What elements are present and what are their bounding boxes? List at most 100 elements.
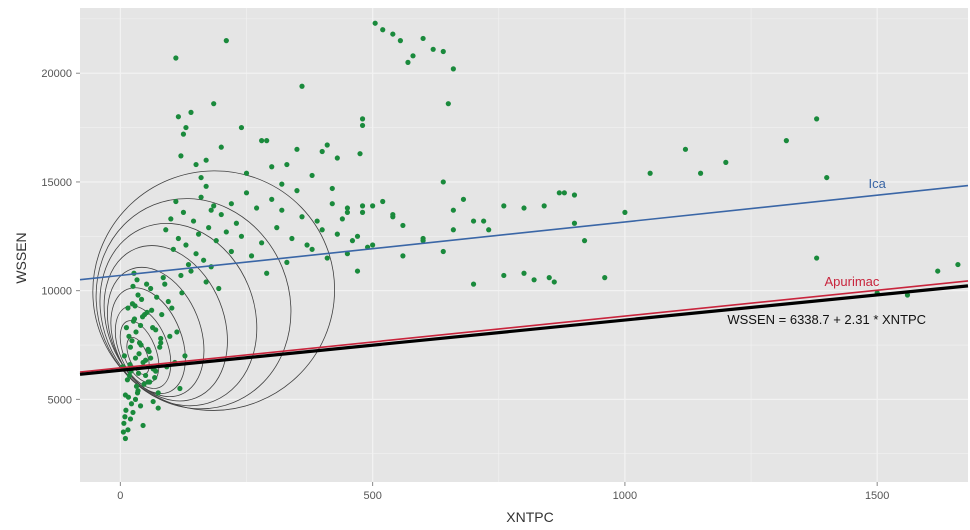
data-point xyxy=(162,281,168,287)
data-point xyxy=(450,66,456,72)
data-point xyxy=(134,277,140,283)
data-point xyxy=(556,190,562,196)
data-point xyxy=(218,211,224,218)
data-point xyxy=(138,342,144,348)
data-point xyxy=(178,272,184,279)
data-point xyxy=(228,201,234,207)
data-point xyxy=(130,318,137,324)
y-axis-title: WSSEN xyxy=(13,232,29,283)
data-point xyxy=(334,155,340,161)
data-point xyxy=(195,231,202,237)
data-point xyxy=(541,203,547,209)
data-point xyxy=(158,335,164,342)
data-point xyxy=(248,253,255,259)
data-point xyxy=(228,248,234,255)
data-point xyxy=(129,338,135,344)
data-point xyxy=(647,170,653,176)
data-point xyxy=(140,422,146,429)
data-point xyxy=(501,203,507,209)
data-point xyxy=(132,303,138,309)
x-tick-label: 1500 xyxy=(865,490,889,502)
data-point xyxy=(175,114,181,120)
data-point xyxy=(167,333,173,339)
data-point xyxy=(175,235,181,242)
data-point xyxy=(142,357,149,363)
y-tick-label: 10000 xyxy=(41,286,72,298)
data-point xyxy=(269,196,275,202)
data-point xyxy=(824,174,830,181)
data-point xyxy=(410,53,416,59)
data-point xyxy=(551,279,557,285)
x-axis-title: XNTPC xyxy=(506,509,553,525)
data-point xyxy=(121,353,127,359)
density-contour xyxy=(110,287,186,394)
data-point xyxy=(405,59,411,65)
data-point xyxy=(420,35,426,42)
data-point xyxy=(299,214,305,220)
data-point xyxy=(359,116,366,122)
data-point xyxy=(223,229,229,235)
data-point xyxy=(697,170,704,176)
data-point xyxy=(359,122,366,129)
data-point xyxy=(344,251,351,257)
data-point xyxy=(146,348,152,355)
y-tick-label: 20000 xyxy=(41,68,72,80)
data-point xyxy=(264,138,270,144)
data-point xyxy=(581,238,588,244)
data-point xyxy=(130,283,136,289)
series-label: WSSEN = 6338.7 + 2.31 * XNTPC xyxy=(727,312,926,327)
series-label: Apurimac xyxy=(824,274,879,289)
data-point xyxy=(127,344,134,350)
data-point xyxy=(154,294,160,300)
data-point xyxy=(314,218,320,224)
data-point xyxy=(397,38,403,44)
x-tick-label: 0 xyxy=(117,490,123,502)
data-point xyxy=(155,405,161,411)
data-point xyxy=(169,305,175,311)
data-point xyxy=(133,329,139,335)
data-point xyxy=(132,396,139,402)
data-point xyxy=(168,216,174,222)
data-point xyxy=(521,205,527,211)
data-point xyxy=(334,231,340,237)
data-point xyxy=(359,209,366,215)
data-point xyxy=(150,325,156,331)
data-point xyxy=(284,259,290,265)
data-point xyxy=(152,375,158,381)
data-point xyxy=(359,203,366,209)
data-point xyxy=(460,196,467,202)
data-point xyxy=(531,277,537,283)
data-point xyxy=(357,151,363,157)
data-point xyxy=(218,144,224,150)
data-point xyxy=(160,275,166,281)
data-point xyxy=(253,205,260,211)
data-point xyxy=(180,209,187,215)
data-point xyxy=(141,381,147,387)
data-point xyxy=(182,353,188,359)
data-point xyxy=(158,340,164,346)
data-point xyxy=(904,292,911,298)
data-point xyxy=(238,233,245,239)
data-point xyxy=(602,275,608,281)
density-contour xyxy=(95,198,292,410)
data-point xyxy=(329,201,335,207)
regression-line xyxy=(79,284,969,376)
data-point xyxy=(135,292,141,298)
data-point xyxy=(481,218,487,224)
data-point xyxy=(289,235,295,242)
data-point xyxy=(180,131,187,137)
data-point xyxy=(179,290,185,296)
data-point xyxy=(380,198,386,205)
data-point xyxy=(223,38,229,44)
data-point xyxy=(294,188,300,194)
data-point xyxy=(163,227,169,233)
data-point xyxy=(783,138,789,144)
data-point xyxy=(571,220,578,226)
data-point xyxy=(193,161,199,168)
data-point xyxy=(144,309,150,316)
data-point xyxy=(183,124,189,131)
data-point xyxy=(814,116,820,122)
data-point xyxy=(137,403,144,409)
data-point xyxy=(400,222,406,229)
